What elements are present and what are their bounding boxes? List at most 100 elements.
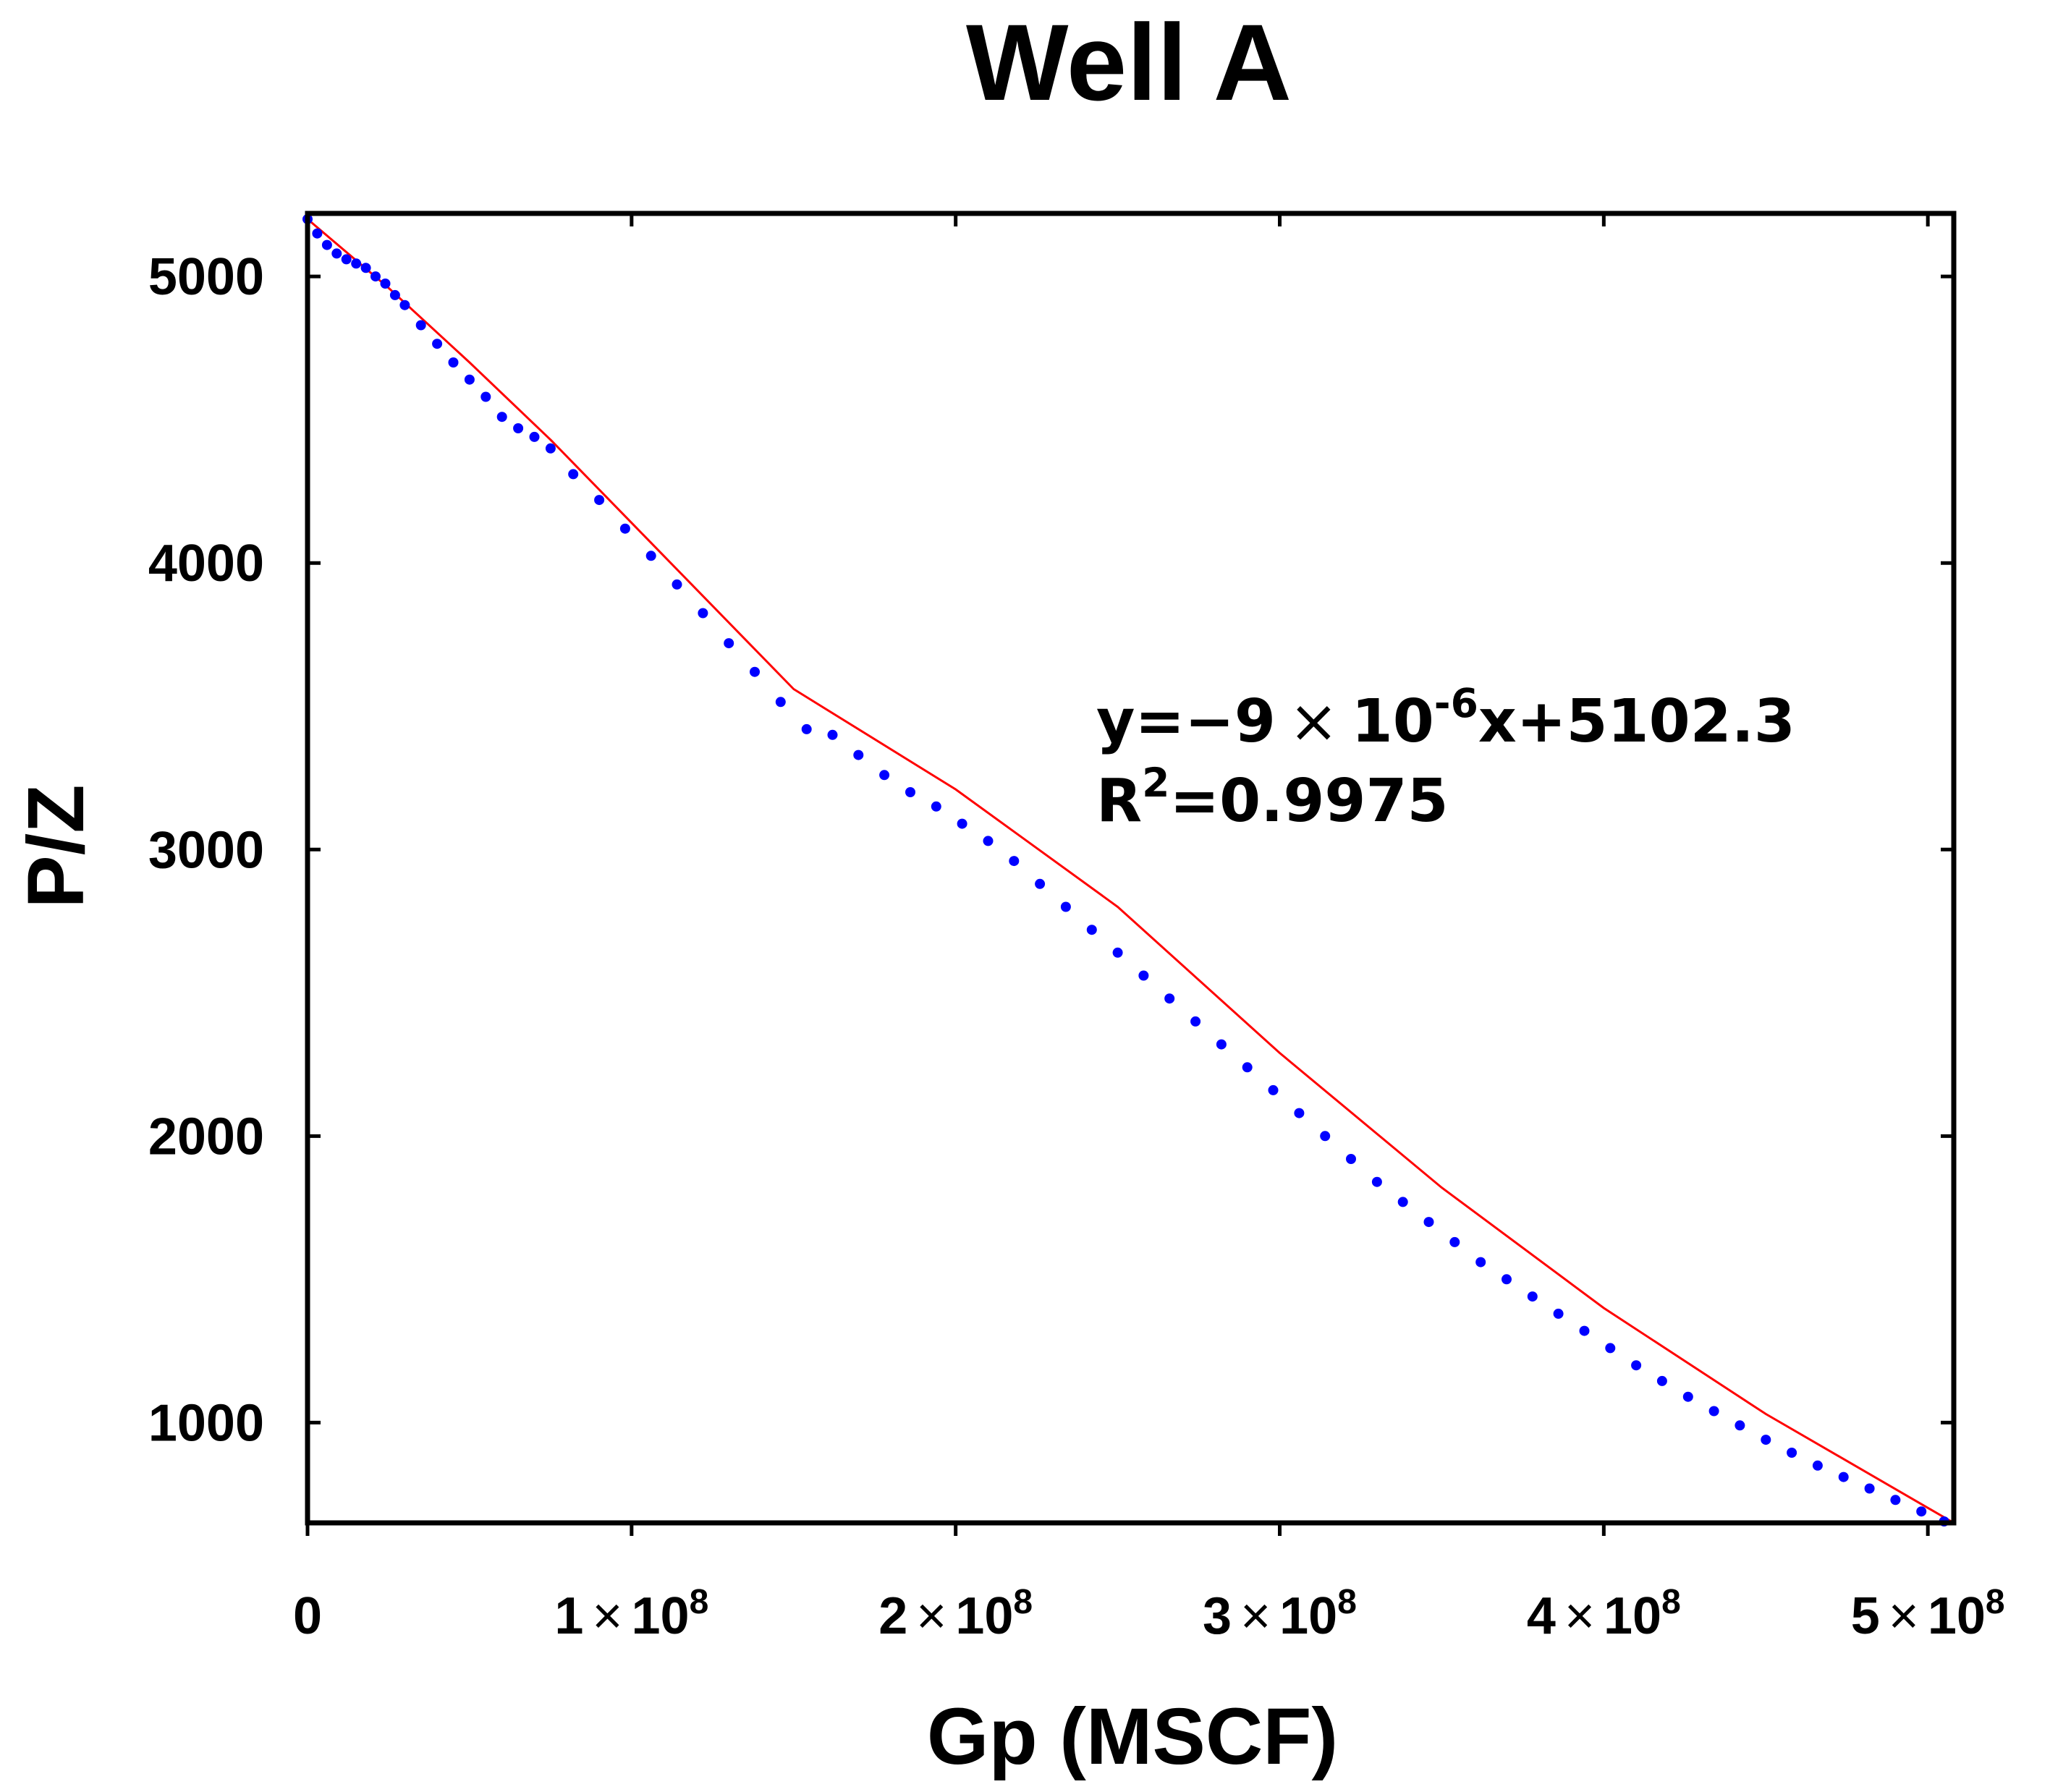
- data-point: [448, 357, 459, 368]
- data-point: [360, 263, 371, 273]
- equation-rest: x+5102.3: [1478, 687, 1795, 756]
- data-point: [513, 423, 524, 433]
- x-axis-ticks: 0 1 × 108 2 × 108 3 × 108 4 × 108 5 × 108: [293, 213, 2005, 1645]
- r-squared: R2=0.9975: [1096, 760, 1449, 836]
- x-tick-label: 1 × 108: [554, 1583, 708, 1645]
- plot-frame: [305, 211, 1957, 1526]
- data-point: [496, 412, 507, 422]
- data-point: [594, 495, 605, 506]
- trend-line: [307, 218, 1954, 1524]
- data-point: [351, 258, 362, 269]
- data-point: [529, 431, 540, 442]
- data-point: [1682, 1391, 1693, 1402]
- data-point: [415, 320, 426, 331]
- data-point: [380, 279, 391, 289]
- data-point: [1112, 947, 1123, 958]
- equation-times: ×: [1289, 687, 1339, 756]
- data-point: [1708, 1406, 1719, 1417]
- data-point: [983, 836, 994, 846]
- data-point: [750, 666, 760, 677]
- data-point: [1371, 1176, 1382, 1187]
- data-point: [568, 469, 579, 480]
- data-point: [1086, 925, 1097, 935]
- data-point: [698, 608, 708, 619]
- data-point: [1423, 1217, 1434, 1228]
- data-point: [432, 339, 443, 349]
- data-point: [1735, 1420, 1745, 1431]
- data-point: [1216, 1039, 1227, 1050]
- data-point: [1864, 1483, 1875, 1494]
- equation-base: 10: [1352, 687, 1434, 756]
- data-point: [331, 248, 342, 259]
- data-point: [724, 638, 734, 649]
- data-point: [853, 750, 864, 760]
- equation-coef: 9: [1234, 687, 1276, 756]
- data-point: [1190, 1016, 1201, 1027]
- data-point: [1009, 856, 1020, 867]
- data-point: [1605, 1343, 1616, 1354]
- data-point: [957, 818, 967, 829]
- data-point: [321, 239, 332, 250]
- y-axis-ticks: 1000 2000 3000 4000 5000: [148, 248, 1954, 1452]
- data-point: [1060, 901, 1071, 912]
- data-point: [399, 300, 410, 310]
- data-point: [1890, 1495, 1901, 1506]
- data-point: [370, 271, 381, 282]
- x-tick-label: 0: [293, 1587, 322, 1645]
- x-tick-label: 5 × 108: [1851, 1583, 2005, 1645]
- y-axis-label: P/Z: [12, 784, 101, 908]
- data-point: [905, 787, 915, 797]
- y-tick-label: 4000: [148, 535, 264, 593]
- data-point: [1838, 1472, 1849, 1482]
- data-point: [1242, 1062, 1253, 1073]
- regression-equation: y=−9 × 10-6x+5102.3: [1096, 680, 1795, 756]
- trend-layer: [307, 218, 1954, 1524]
- data-point: [1656, 1375, 1667, 1386]
- data-point: [1268, 1084, 1279, 1095]
- data-point: [1475, 1257, 1486, 1267]
- equation-lhs: y=: [1096, 687, 1185, 756]
- chart-title: Well A: [966, 1, 1292, 123]
- data-point: [801, 723, 812, 734]
- data-point: [931, 801, 941, 812]
- data-point: [1164, 993, 1175, 1004]
- data-point: [1320, 1131, 1331, 1142]
- data-point: [1579, 1325, 1590, 1336]
- data-point: [1631, 1360, 1642, 1371]
- plot-border: [305, 211, 1957, 1526]
- data-point: [672, 579, 682, 590]
- r2-value: =0.9975: [1169, 767, 1448, 836]
- r2-superscript: 2: [1142, 760, 1169, 806]
- data-point: [389, 289, 400, 300]
- y-tick-label: 3000: [148, 821, 264, 879]
- data-point: [1397, 1197, 1408, 1207]
- equation-exponent: -6: [1434, 680, 1478, 726]
- x-axis-label: Gp (MSCF): [927, 1692, 1338, 1781]
- data-point: [1916, 1506, 1927, 1517]
- data-point: [827, 729, 838, 740]
- data-point: [1294, 1108, 1305, 1118]
- data-point: [341, 254, 352, 265]
- y-tick-label: 5000: [148, 248, 264, 306]
- data-point: [879, 770, 890, 781]
- x-tick-label: 3 × 108: [1203, 1583, 1357, 1645]
- data-point: [619, 523, 630, 534]
- data-point: [1449, 1236, 1460, 1247]
- data-point: [1787, 1448, 1797, 1458]
- x-tick-label: 2 × 108: [878, 1583, 1033, 1645]
- data-point: [312, 228, 323, 239]
- data-point: [1035, 878, 1046, 889]
- data-point: [1527, 1291, 1538, 1302]
- equation-minus: −: [1185, 687, 1234, 756]
- plot-background: [308, 213, 1954, 1523]
- data-point: [645, 551, 656, 561]
- data-point: [480, 391, 491, 402]
- data-point: [1138, 970, 1149, 981]
- x-tick-label: 4 × 108: [1527, 1583, 1681, 1645]
- y-tick-label: 1000: [148, 1394, 264, 1452]
- data-point: [1502, 1274, 1512, 1285]
- data-points: [302, 213, 1949, 1526]
- data-point: [775, 697, 786, 708]
